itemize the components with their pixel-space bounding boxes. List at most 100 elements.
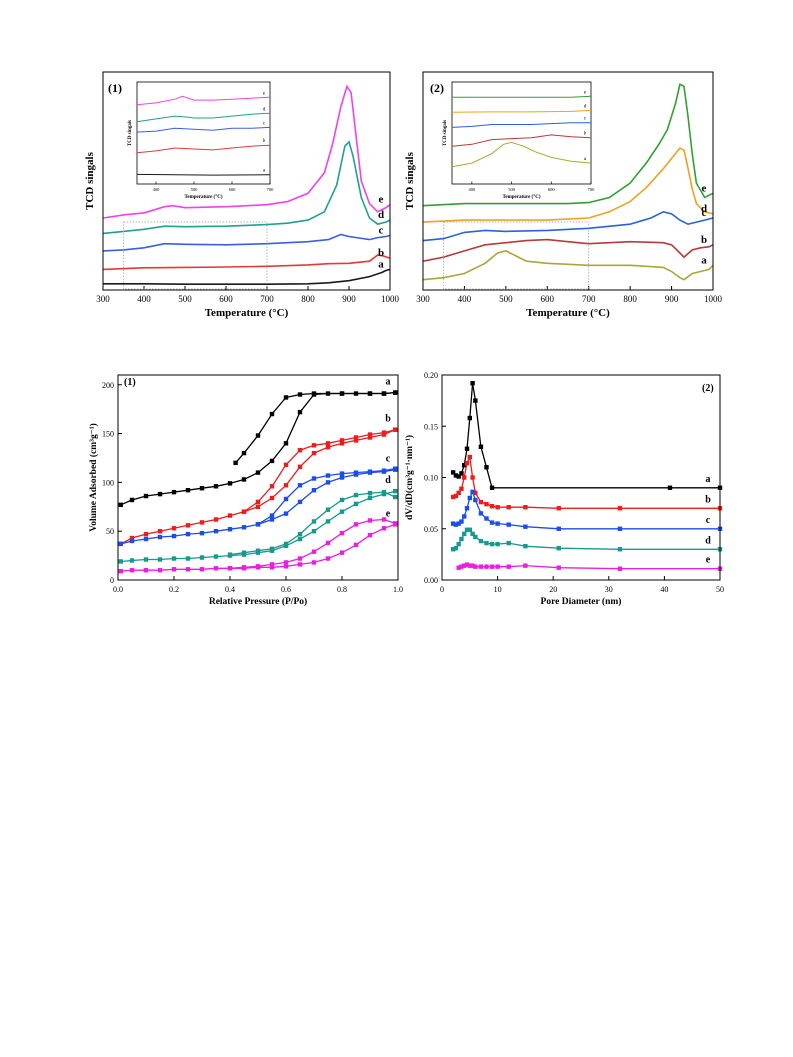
desorption-d-point [255,548,261,553]
series-b-point [495,505,500,510]
x-tick-label: 0.4 [225,585,235,594]
desorption-a-point [367,391,373,396]
adsorption-a-point [129,497,135,503]
adsorption-c-point [185,531,191,537]
adsorption-e-point [297,562,303,567]
desorption-c-point [381,468,387,473]
desorption-b-point [297,447,303,453]
adsorption-d-point [297,536,303,542]
inset-series-label-c: c [263,121,266,126]
series-a-point [667,485,673,490]
series-b-point [523,505,528,510]
series-line-d [422,147,714,223]
inset-series-label-a: a [263,169,266,174]
adsorption-e-point [325,556,331,561]
adsorption-e-point [171,567,177,572]
series-a-point [470,381,475,386]
series-b-point [450,494,456,500]
x-tick-label: 30 [605,585,613,594]
adsorption-b-point [171,526,177,531]
adsorption-e-point [199,567,205,572]
series-c-point [470,489,475,495]
series-e-point [523,563,528,568]
adsorption-e-point [118,569,123,574]
panel-label: (2) [702,383,714,394]
series-c-point [462,514,467,519]
y-tick-label: 50 [106,527,114,536]
desorption-b-point [325,441,331,446]
plot-frame [117,374,399,581]
y-tick-label: 0.05 [424,525,438,534]
inset-x-tick-label: 400 [153,187,161,192]
inset-series-line-c [451,122,591,128]
adsorption-c-point [118,541,123,547]
adsorption-b-point [255,504,261,509]
tpr-panel-2-inset: 400 500 600 700 Temperature (°C) TCD singals e… [443,81,596,200]
y-tick-label: 100 [102,478,114,487]
inset-frame [451,81,592,185]
series-d-point [462,531,467,537]
adsorption-c-point [297,499,303,505]
adsorption-d-point [325,519,331,524]
inset-x-tick-label: 500 [191,187,199,192]
adsorption-b-point [227,513,233,518]
desorption-e-point [367,518,373,523]
series-e-point [462,563,467,568]
series-c-point [464,506,470,511]
series-e-point [617,566,623,571]
series-d-point [470,531,475,537]
inset-series-line-a [136,173,271,176]
series-c-point [473,497,478,503]
adsorption-d-point [339,509,345,514]
inset-x-axis-label: Temperature (°C) [185,195,223,200]
desorption-b-point [269,484,275,489]
desorption-a-point [339,391,345,396]
series-line-c [422,210,714,242]
inset-series-line-e [452,95,592,98]
desorption-b-point [255,499,261,505]
adsorption-c-point [241,525,247,530]
series-line-c [102,233,391,252]
adsorption-a-point [227,481,233,486]
adsorption-a-point [157,491,163,497]
y-axis-label: TCD singals [84,151,96,209]
adsorption-d-point [185,556,191,561]
x-tick-label: 0.6 [281,585,291,594]
series-label-b: b [385,414,391,425]
desorption-c-point [311,476,317,481]
adsorption-b-point [143,531,149,537]
x-tick-label: 1000 [381,294,400,304]
series-c-point [556,526,561,531]
series-b-point [556,506,561,511]
series-a-point [484,465,489,470]
adsorption-d-point [171,556,177,561]
series-a-point [478,444,484,449]
desorption-e-point [241,565,247,570]
series-line-b [422,238,714,262]
desorption-e-point [227,566,233,571]
series-d-point [506,540,511,546]
series-b-point [456,490,461,496]
series-b-point [459,486,464,491]
series-b-point [506,505,511,510]
series-b-point [464,460,470,466]
series-e-point [467,563,472,568]
x-tick-label: 900 [665,294,679,304]
desorption-c-point [339,471,345,476]
inset-x-tick-label: 700 [588,187,596,192]
series-d-point [464,527,470,532]
inset-series-line-b [451,134,592,147]
series-d-point [617,547,623,552]
series-d-point [450,547,456,552]
series-e-point [470,563,475,568]
y-tick-label: 0.10 [424,474,438,483]
inset-x-tick-label: 600 [229,187,237,192]
inset-x-tick-label: 500 [508,187,516,192]
y-axis-label: dV/dD(cm³g⁻¹·nm⁻¹) [404,435,415,520]
adsorption-b-point [129,535,135,541]
adsorption-c-point [227,527,233,532]
adsorption-d-point [213,554,219,559]
desorption-d-point [227,552,233,557]
series-e-point [464,562,470,567]
